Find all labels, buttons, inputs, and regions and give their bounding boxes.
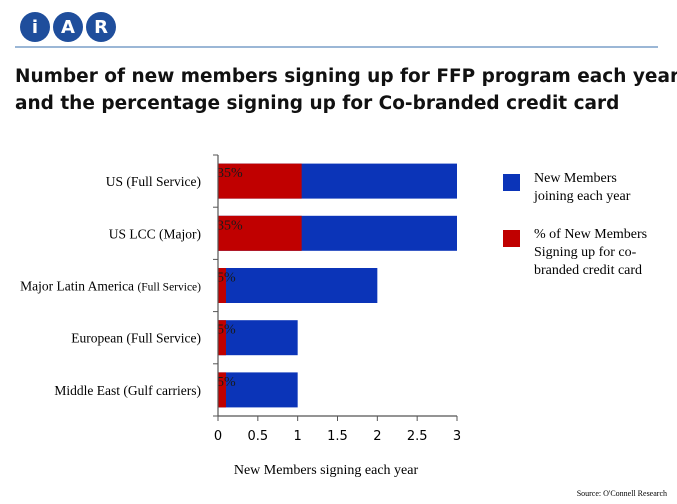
bar-cobranded-share (218, 372, 226, 408)
source-note: Source: O'Connell Research (576, 489, 667, 498)
legend-swatch-blue (503, 174, 520, 191)
legend-item-cobranded: % of New Members Signing up for co- bran… (503, 226, 673, 280)
bar-new-members (218, 320, 298, 356)
x-tick-label: 2 (373, 429, 381, 444)
legend-item-new-members: New Members joining each year (503, 170, 673, 206)
title-line-1: Number of new members signing up for FFP… (15, 66, 677, 87)
category-label: European (Full Service) (71, 331, 201, 346)
bar-cobranded-share (218, 268, 226, 303)
x-axis-title: New Members signing each year (234, 463, 419, 478)
logo-letter-r: R (86, 12, 116, 42)
chart-legend: New Members joining each year % of New M… (503, 170, 673, 300)
header-divider (15, 46, 658, 48)
title-line-2: and the percentage signing up for Co-bra… (15, 93, 620, 114)
bar-new-members (218, 372, 298, 408)
category-label: Middle East (Gulf carriers) (54, 383, 201, 398)
data-label: 35% (217, 218, 243, 233)
x-tick-label: 2.5 (407, 429, 428, 444)
bar-cobranded-share (218, 320, 226, 356)
category-label: US (Full Service) (106, 174, 201, 189)
category-label: US LCC (Major) (109, 226, 201, 241)
data-label: 35% (217, 166, 243, 181)
legend-label-cobranded: % of New Members Signing up for co- bran… (534, 227, 648, 278)
logo-letter-a: A (53, 12, 83, 42)
bar-cobranded-share (218, 163, 302, 199)
x-tick-label: 3 (453, 429, 461, 444)
x-tick-label: 0 (214, 429, 222, 444)
x-tick-label: 1.5 (327, 429, 348, 444)
data-label: 5% (217, 323, 236, 338)
slide-title: Number of new members signing up for FFP… (15, 63, 677, 117)
x-tick-label: 1 (294, 429, 302, 444)
legend-label-new-members: New Members joining each year (534, 171, 631, 204)
data-label: 5% (217, 271, 236, 286)
logo: i A R (20, 12, 116, 42)
data-label: 5% (217, 375, 236, 390)
logo-letter-i: i (20, 12, 50, 42)
bar-cobranded-share (218, 215, 302, 251)
category-label: Major Latin America (Full Service) (20, 279, 201, 294)
legend-swatch-red (503, 230, 520, 247)
bar-new-members (218, 268, 378, 303)
x-tick-label: 0.5 (247, 429, 268, 444)
